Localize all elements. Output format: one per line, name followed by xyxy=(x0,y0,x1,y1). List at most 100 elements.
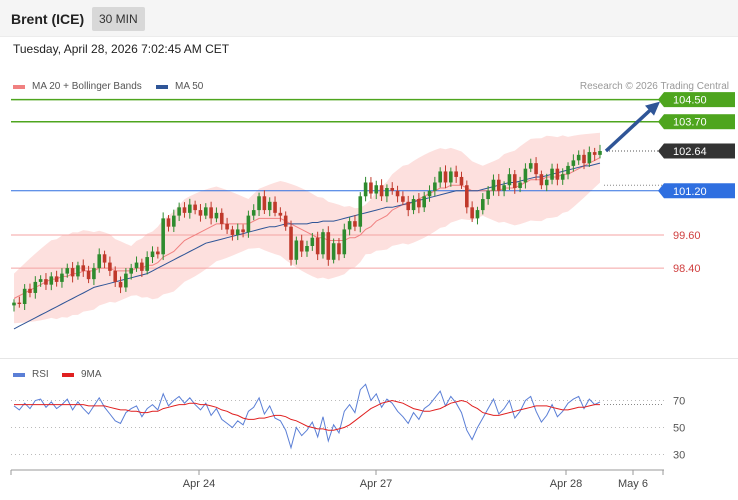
rsi-level-label-30: 30 xyxy=(673,450,685,462)
candle-body xyxy=(507,174,512,186)
candle-body xyxy=(156,251,160,255)
candle-body xyxy=(299,240,304,252)
candle-body xyxy=(310,237,315,246)
candle-body xyxy=(246,215,251,233)
candle-body xyxy=(481,199,485,211)
candles-group xyxy=(12,144,602,312)
x-tick-label-apr-24: Apr 24 xyxy=(183,478,215,490)
candle-body xyxy=(486,190,490,200)
candle-body xyxy=(198,210,203,216)
candle-body xyxy=(86,270,91,280)
candle-body xyxy=(433,182,437,191)
candle-body xyxy=(454,171,458,177)
candle-body xyxy=(145,257,149,271)
candle-body xyxy=(598,150,602,155)
chart-header: Brent (ICE) 30 MIN xyxy=(0,0,738,37)
candle-body xyxy=(230,229,235,235)
candle-body xyxy=(118,281,123,288)
candle-body xyxy=(28,288,32,293)
candle-body xyxy=(496,179,501,191)
candle-body xyxy=(544,179,549,186)
candle-body xyxy=(150,251,155,258)
candle-body xyxy=(177,207,181,216)
candle-body xyxy=(294,240,299,260)
level-tag-pointer xyxy=(658,92,664,108)
candle-body xyxy=(60,273,64,282)
level-tag-104-50 xyxy=(664,92,735,108)
level-tag-101-20 xyxy=(664,183,735,199)
credit-label: Research © 2026 Trading Central xyxy=(579,81,729,92)
candle-body xyxy=(278,212,283,216)
candle-body xyxy=(17,302,22,304)
candle-body xyxy=(262,196,267,211)
candle-body xyxy=(38,279,43,282)
candle-body xyxy=(523,168,528,183)
candle-body xyxy=(102,254,107,263)
candle-body xyxy=(443,171,448,183)
candle-body xyxy=(283,215,288,227)
candle-body xyxy=(203,207,208,216)
candle-body xyxy=(502,185,506,191)
ma50-swatch xyxy=(156,84,168,89)
rsi-swatch xyxy=(13,372,25,377)
rsi-ma-line xyxy=(14,399,600,431)
candle-body xyxy=(385,188,389,197)
candle-body xyxy=(140,262,144,271)
rsi-level-label-70: 70 xyxy=(673,396,685,408)
candle-body xyxy=(267,201,272,211)
candle-body xyxy=(124,273,128,288)
level-label-103-70: 103.70 xyxy=(673,117,707,129)
level-label-99-60: 99.60 xyxy=(673,230,701,242)
candle-body xyxy=(315,237,320,255)
candle-body xyxy=(134,262,139,269)
candle-body xyxy=(534,163,538,175)
candle-body xyxy=(417,199,421,208)
candle-body xyxy=(337,243,341,255)
forecast-arrow-head xyxy=(645,101,660,116)
candle-body xyxy=(459,176,464,186)
candle-body xyxy=(81,265,86,271)
level-label-102-64: 102.64 xyxy=(673,146,707,158)
candle-body xyxy=(539,174,544,186)
candle-body xyxy=(528,163,533,169)
candle-body xyxy=(65,268,70,274)
legend-ma20-label: MA 20 + Bollinger Bands xyxy=(32,81,142,92)
candle-body xyxy=(305,246,309,252)
candle-body xyxy=(465,185,469,208)
candle-body xyxy=(219,212,224,224)
candle-body xyxy=(193,204,197,211)
candle-body xyxy=(363,182,368,197)
candle-body xyxy=(353,221,357,227)
candle-body xyxy=(108,262,112,271)
candle-body xyxy=(182,207,187,213)
candle-body xyxy=(401,196,405,202)
candle-body xyxy=(44,279,48,285)
candle-body xyxy=(161,218,165,255)
candle-body xyxy=(587,152,592,164)
legend-ma20: MA 20 + Bollinger Bands xyxy=(13,81,142,92)
candle-body xyxy=(406,201,411,211)
candle-body xyxy=(470,207,474,219)
candle-body xyxy=(550,168,554,180)
candle-body xyxy=(347,221,352,230)
candle-body xyxy=(571,160,576,166)
candle-body xyxy=(374,185,379,194)
ma20-swatch xyxy=(13,84,25,89)
candle-body xyxy=(209,207,213,219)
x-tick-label-apr-28: Apr 28 xyxy=(550,478,582,490)
x-tick-label-apr-27: Apr 27 xyxy=(360,478,392,490)
level-tag-pointer xyxy=(658,114,664,130)
candle-body xyxy=(49,276,54,285)
candle-body xyxy=(321,232,325,255)
candle-body xyxy=(369,182,373,194)
candle-body xyxy=(113,270,118,282)
level-label-98-40: 98.40 xyxy=(673,263,701,275)
candle-body xyxy=(33,281,38,293)
candle-body xyxy=(172,215,176,227)
timeframe-badge[interactable]: 30 MIN xyxy=(92,7,145,31)
candle-body xyxy=(22,288,27,304)
candle-body xyxy=(225,223,229,230)
candle-body xyxy=(54,276,59,282)
ma50-line xyxy=(13,162,601,330)
